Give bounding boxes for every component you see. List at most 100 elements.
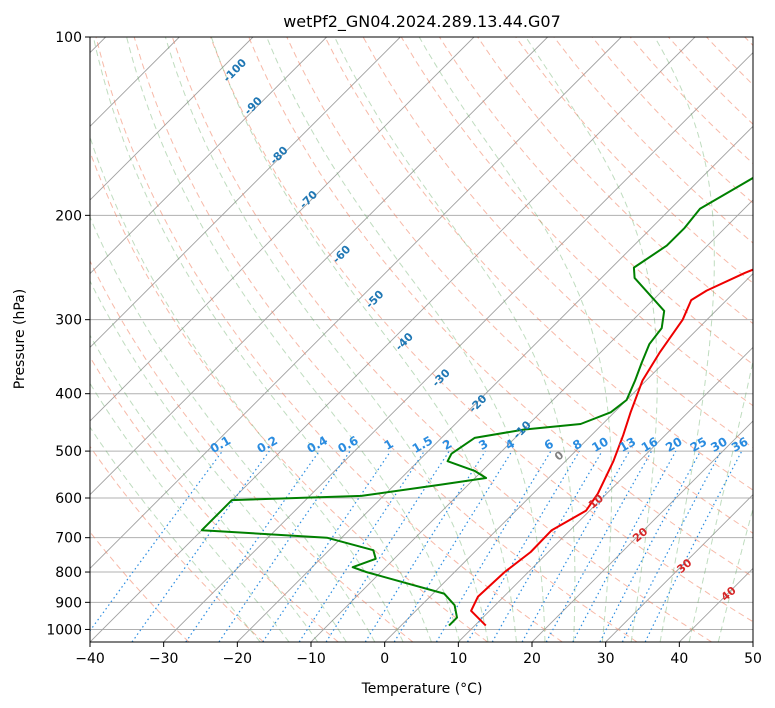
mixing-ratio-label: 1: [382, 436, 396, 452]
y-tick-label: 100: [55, 30, 82, 46]
y-tick-label: 200: [55, 208, 82, 224]
moist-adiabat-label: 30: [674, 556, 694, 576]
mixing-ratio-label: 2: [440, 436, 454, 452]
dry-adiabat-label: -10: [511, 418, 534, 441]
isotherm-line: [90, 37, 548, 496]
mixing-ratio-label: 30: [708, 434, 729, 454]
dry-adiabat-line: [210, 37, 753, 623]
isotherm-line: [605, 494, 753, 642]
isotherm-line: [90, 37, 401, 348]
x-axis-label: Temperature (°C): [361, 681, 483, 697]
mixing-ratio-label: 20: [663, 434, 684, 454]
isotherm-line: [90, 37, 622, 569]
dry-adiabat-line: [95, 37, 563, 642]
moist-adiabat-line: [418, 37, 613, 642]
dry-adiabat-line: [133, 37, 638, 642]
dry-adiabat-line: [591, 37, 753, 204]
dry-adiabat-label: -60: [330, 242, 353, 265]
isotherm-line: [237, 125, 753, 642]
dry-adiabat-line: [438, 37, 753, 366]
mixing-ratio-line: [218, 450, 351, 642]
mixing-ratio-line: [364, 450, 486, 642]
dry-adiabat-line: [744, 37, 753, 47]
moist-adiabat-line: [90, 334, 319, 642]
mixing-ratio-label: 10: [589, 434, 610, 454]
x-tick-label: −30: [149, 651, 179, 667]
moist-adiabat-label: 10: [586, 492, 606, 512]
y-tick-label: 1000: [46, 622, 82, 638]
mixing-ratio-line: [435, 450, 552, 642]
dry-adiabat-label: -30: [430, 366, 453, 389]
dry-adiabat-line: [90, 531, 190, 642]
mixing-ratio-label: 3: [476, 436, 490, 452]
isotherm-line: [458, 346, 753, 642]
dry-adiabat-line: [324, 37, 753, 491]
moist-adiabat-line: [90, 426, 261, 642]
moist-adiabat-line: [334, 37, 576, 642]
mixing-ratio-line: [325, 450, 450, 642]
mixing-ratio-line: [298, 450, 425, 642]
mixing-ratio-line: [572, 450, 677, 642]
dry-adiabat-label: -100: [221, 56, 250, 85]
isotherm-line: [531, 420, 753, 642]
y-tick-label: 300: [55, 313, 82, 329]
mixing-ratio-line: [185, 450, 320, 642]
x-axis-ticks: −40 −30 −20 −10 0 10 20 30 40 50: [75, 642, 762, 667]
isotherm-line: [90, 37, 254, 201]
mixing-ratio-line: [90, 450, 223, 632]
dry-adiabat-line: [90, 356, 339, 642]
mixing-ratio-label: 1.5: [410, 433, 435, 456]
x-tick-label: 20: [523, 651, 541, 667]
moist-adiabat-line: [126, 37, 461, 642]
isotherm-line: [384, 273, 753, 642]
mixing-ratio-label: 25: [688, 434, 709, 454]
dry-adiabat-label: -20: [466, 392, 489, 415]
dewpoint-line: [200, 176, 753, 627]
series-lines: [200, 176, 753, 627]
y-tick-label: 400: [55, 387, 82, 403]
isotherm-line: [752, 641, 753, 642]
dry-adiabat-line: [477, 37, 753, 325]
mixing-ratio-line: [599, 450, 702, 642]
dry-adiabat-line: [286, 37, 753, 534]
x-tick-label: 40: [670, 651, 688, 667]
moist-adiabat-line: [688, 358, 753, 642]
moist-adiabat-line: [210, 37, 517, 642]
dry-adiabat-label: -70: [297, 188, 320, 211]
mixing-ratio-label: 0.1: [208, 433, 233, 456]
moist-adiabat-line: [90, 382, 290, 642]
mixing-ratio-line: [262, 450, 392, 642]
isotherm-line: [90, 37, 475, 422]
dry-adiabat-line: [171, 37, 712, 642]
dry-adiabat-line: [90, 150, 488, 642]
dry-adiabat-line: [90, 445, 264, 642]
x-tick-label: −40: [75, 651, 105, 667]
y-tick-label: 500: [55, 444, 82, 460]
mixing-ratio-label: 6: [542, 436, 556, 452]
background-lines: [90, 37, 753, 642]
moist-adiabat-line: [164, 37, 489, 642]
mixing-ratio-line: [131, 450, 270, 642]
mixing-ratio-label: 0.6: [335, 433, 360, 456]
mixing-ratio-label: 0.4: [305, 433, 330, 456]
moist-adiabat-line: [525, 37, 658, 642]
moist-adiabat-line: [266, 37, 546, 642]
y-tick-label: 900: [55, 595, 82, 611]
mixing-ratio-label: 13: [617, 434, 638, 454]
isotherm-line: [163, 52, 753, 642]
x-tick-label: 0: [380, 651, 389, 667]
isotherm-line: [90, 37, 696, 642]
moist-adiabat-line: [90, 215, 376, 642]
mixing-ratio-line: [545, 450, 653, 642]
y-axis-ticks: 100 200 300 400 500 600 700 800 900 1000: [46, 30, 90, 638]
mixing-ratio-line: [466, 450, 580, 642]
dry-adiabat-label: -80: [267, 144, 290, 167]
moist-adiabat-line: [92, 37, 432, 642]
x-tick-label: −10: [296, 651, 326, 667]
isotherm-line: [679, 567, 753, 642]
isotherm-line: [90, 37, 327, 275]
moist-adiabat-line: [90, 135, 404, 642]
y-tick-label: 800: [55, 565, 82, 581]
x-tick-label: 10: [449, 651, 467, 667]
